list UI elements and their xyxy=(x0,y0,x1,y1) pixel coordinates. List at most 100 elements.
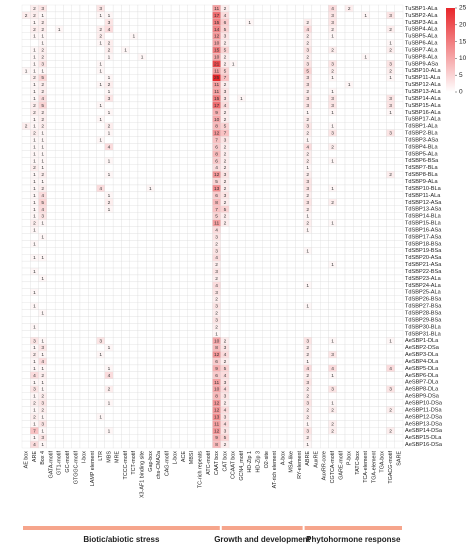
cell-value: 2 xyxy=(224,110,227,116)
empty-cell xyxy=(104,184,114,193)
empty-cell xyxy=(386,205,395,213)
cell-value: 2 xyxy=(224,158,227,164)
empty-cell xyxy=(54,226,64,234)
cell-value: 2 xyxy=(306,172,309,178)
empty-cell xyxy=(253,136,263,144)
empty-cell xyxy=(286,4,296,13)
empty-cell xyxy=(369,177,379,186)
empty-cell xyxy=(369,378,379,386)
empty-cell xyxy=(253,413,263,421)
empty-cell xyxy=(162,316,172,324)
empty-cell xyxy=(79,260,89,269)
cell-value: 1 xyxy=(33,151,36,157)
empty-cell xyxy=(71,427,81,435)
empty-cell xyxy=(112,60,122,68)
empty-cell xyxy=(253,18,263,26)
empty-cell xyxy=(320,254,329,262)
empty-cell xyxy=(253,337,263,345)
empty-cell xyxy=(187,364,197,373)
empty-cell xyxy=(63,330,72,338)
empty-cell xyxy=(344,143,354,151)
empty-cell xyxy=(262,46,271,54)
row-label: TdSBP30-BLa xyxy=(405,324,442,330)
cell-value: 3 xyxy=(306,75,309,81)
empty-cell xyxy=(71,350,81,359)
cell-value: 3 xyxy=(108,96,111,102)
empty-cell xyxy=(253,115,263,123)
empty-cell xyxy=(170,136,180,144)
empty-cell xyxy=(336,157,346,165)
empty-cell xyxy=(54,101,64,109)
row-label: TdSBP24-ALa xyxy=(405,283,442,289)
cell-value: 1 xyxy=(331,221,334,227)
empty-cell xyxy=(162,80,172,89)
empty-cell xyxy=(336,67,346,75)
empty-cell xyxy=(112,330,122,338)
empty-cell xyxy=(394,295,404,303)
empty-cell xyxy=(129,295,139,303)
empty-cell xyxy=(278,440,288,449)
empty-cell xyxy=(253,247,263,255)
empty-cell xyxy=(63,136,72,144)
empty-cell xyxy=(353,108,362,116)
empty-cell xyxy=(162,170,172,179)
empty-cell xyxy=(228,170,238,179)
empty-cell xyxy=(311,392,321,400)
empty-cell xyxy=(204,205,213,213)
empty-cell xyxy=(311,440,321,449)
cell-value: 2 xyxy=(306,435,309,441)
empty-cell xyxy=(394,427,404,435)
empty-cell xyxy=(278,420,288,428)
empty-cell xyxy=(386,330,395,338)
cell-value: 1 xyxy=(331,158,334,164)
empty-cell xyxy=(195,177,205,186)
empty-cell xyxy=(386,267,395,276)
empty-cell xyxy=(394,25,404,33)
cell-value: 1 xyxy=(33,96,36,102)
empty-cell xyxy=(353,378,362,386)
cell-value: 2 xyxy=(331,68,334,74)
empty-cell xyxy=(361,371,371,379)
cell-value: 3 xyxy=(331,96,334,102)
cell-value: 1 xyxy=(33,82,36,88)
cell-value: 3 xyxy=(331,131,334,137)
empty-cell xyxy=(63,143,72,151)
empty-cell xyxy=(121,427,130,435)
empty-cell xyxy=(63,18,72,26)
empty-cell xyxy=(311,191,321,199)
empty-cell xyxy=(336,74,346,82)
cell-value: 1 xyxy=(33,200,36,206)
empty-cell xyxy=(270,288,279,296)
cell-value: 1 xyxy=(306,248,309,254)
empty-cell xyxy=(361,150,371,158)
empty-cell xyxy=(295,184,304,193)
empty-cell xyxy=(204,267,213,276)
empty-cell xyxy=(179,406,188,414)
empty-cell xyxy=(369,53,379,61)
empty-cell xyxy=(262,177,271,186)
empty-cell xyxy=(46,385,56,393)
cell-value: 2 xyxy=(33,13,36,19)
empty-cell xyxy=(63,337,72,345)
empty-cell xyxy=(378,427,387,435)
empty-cell xyxy=(195,392,205,400)
empty-cell xyxy=(394,309,404,317)
empty-cell xyxy=(286,281,296,289)
empty-cell xyxy=(369,80,379,89)
empty-cell xyxy=(237,198,246,206)
empty-cell xyxy=(71,316,81,324)
cell-value: 1 xyxy=(108,131,111,137)
empty-cell xyxy=(112,170,122,179)
empty-cell xyxy=(121,254,130,262)
empty-cell xyxy=(295,434,304,442)
empty-cell xyxy=(21,247,31,255)
empty-cell xyxy=(336,39,346,47)
empty-cell xyxy=(204,94,213,103)
cell-value: 1 xyxy=(389,41,392,47)
empty-cell xyxy=(286,295,296,303)
empty-cell xyxy=(394,330,404,338)
empty-cell xyxy=(195,413,205,421)
empty-cell xyxy=(104,295,114,303)
empty-cell xyxy=(237,150,246,158)
empty-cell xyxy=(195,136,205,144)
